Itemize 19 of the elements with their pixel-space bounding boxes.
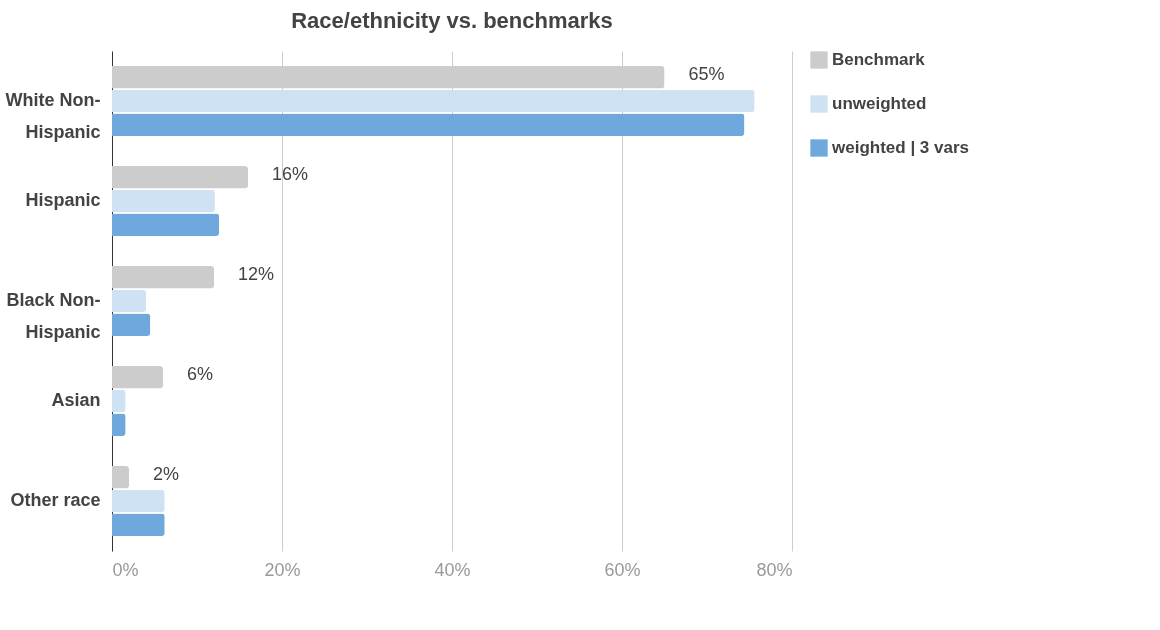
y-tick-label: Hispanic [25,190,101,210]
legend-label: weighted | 3 vars [831,138,970,157]
x-tick-label: 0% [112,559,139,580]
chart-title: Race/ethnicity vs. benchmarks [291,8,613,33]
x-tick-label: 40% [434,559,471,580]
legend-label: Benchmark [832,50,926,69]
x-tick-label: 80% [756,559,793,580]
data-label: 12% [238,264,275,285]
x-tick-label: 60% [604,559,641,580]
data-label: 2% [153,464,180,485]
legend-label: unweighted [832,94,927,113]
y-tick-label: White Non-Hispanic [5,90,101,142]
y-tick-label: Other race [10,490,101,510]
data-label: 16% [272,164,309,185]
y-tick-label: Black Non-Hispanic [6,290,101,342]
data-label: 65% [688,64,725,85]
data-label: 6% [187,364,214,385]
y-tick-label: Asian [51,390,101,410]
x-tick-label: 20% [264,559,301,580]
